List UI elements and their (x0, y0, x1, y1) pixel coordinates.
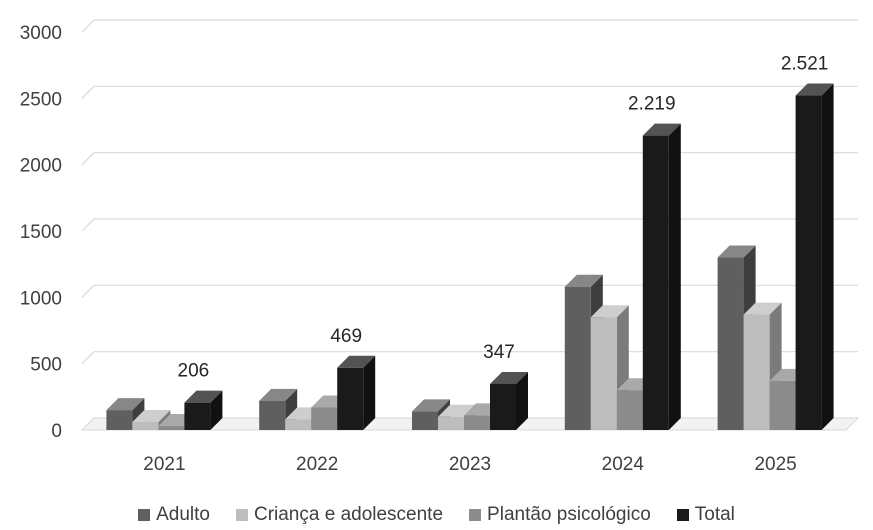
legend-item-adulto: Adulto (138, 504, 210, 526)
bar-top (590, 305, 629, 318)
legend-label-plantao: Plantão psicológico (487, 504, 651, 525)
data-label-total: 2.219 (628, 94, 676, 115)
chart-legend: Adulto Criança e adolescente Plantão psi… (0, 504, 873, 526)
y-tick-label: 2500 (20, 89, 62, 110)
bar-side (668, 123, 681, 430)
bar-plant-o-psicol-gico-2024 (616, 390, 643, 430)
bar-crian-a-e-adolescente-2023 (438, 416, 464, 430)
bar-total-2021 (184, 402, 211, 430)
bar-side (363, 355, 376, 430)
bar-top (412, 399, 450, 412)
y-tick-label: 0 (51, 421, 62, 442)
x-tick-label: 2024 (602, 454, 645, 475)
bar-chart: 0 500 1000 1500 2000 2500 3000 2021 2022 2023 2024… (20, 19, 860, 475)
legend-swatch-crianca (235, 509, 248, 521)
bar-adulto-2025 (717, 257, 744, 430)
data-label-total: 206 (178, 361, 210, 382)
bar-top (132, 410, 171, 423)
bar-top (642, 123, 681, 136)
gridline-side (81, 85, 95, 99)
bar-top (337, 355, 376, 368)
legend-label-adulto: Adulto (156, 504, 210, 525)
bar-top (795, 83, 834, 96)
x-tick-label: 2025 (754, 454, 796, 475)
bar-total-2022 (337, 367, 364, 430)
bar-top (564, 274, 603, 287)
data-label-total: 2.521 (781, 54, 829, 75)
y-tick-label: 2000 (20, 156, 62, 177)
legend-swatch-plantao (469, 509, 482, 521)
bar-side (210, 390, 223, 430)
bar-plant-o-psicol-gico-2023 (464, 415, 490, 430)
bar-side (821, 83, 834, 430)
gridline-side (81, 19, 95, 33)
bar-total-2023 (490, 383, 516, 430)
bar-adulto-2024 (564, 286, 591, 430)
bar-crian-a-e-adolescente-2025 (743, 314, 770, 430)
gridline-side (81, 284, 95, 298)
bar-crian-a-e-adolescente-2024 (590, 317, 617, 430)
y-tick-label: 500 (30, 355, 62, 376)
bar-plant-o-psicol-gico-2022 (311, 407, 338, 430)
legend-swatch-total (676, 509, 689, 521)
data-label-total: 469 (330, 326, 362, 347)
gridline-side (81, 218, 95, 232)
bar-plant-o-psicol-gico-2021 (158, 426, 185, 430)
legend-label-crianca: Criança e adolescente (253, 504, 444, 525)
x-tick-label: 2021 (143, 454, 185, 475)
bar-adulto-2022 (259, 400, 286, 430)
legend-item-crianca: Criança e adolescente (235, 504, 444, 526)
bar-crian-a-e-adolescente-2022 (285, 419, 312, 430)
bar-adulto-2023 (412, 411, 438, 430)
bar-side (516, 371, 528, 430)
legend-label-total: Total (694, 504, 735, 525)
bar-crian-a-e-adolescente-2021 (132, 422, 159, 430)
bar-top (259, 388, 298, 401)
legend-swatch-adulto (138, 509, 151, 521)
legend-item-total: Total (676, 504, 735, 526)
bar-total-2025 (795, 95, 822, 430)
bar-plant-o-psicol-gico-2025 (769, 380, 796, 430)
x-tick-label: 2022 (296, 454, 338, 475)
y-tick-label: 3000 (20, 23, 62, 44)
legend-item-plantao: Plantão psicológico (469, 504, 651, 526)
bar-top (717, 245, 756, 258)
gridline-side (81, 351, 95, 365)
bar-top (184, 390, 223, 403)
y-tick-label: 1500 (20, 222, 62, 243)
data-label-total: 347 (483, 342, 515, 363)
bar-top (743, 302, 782, 315)
bar-top (490, 371, 528, 384)
y-tick-label: 1000 (20, 288, 62, 309)
x-tick-label: 2023 (449, 454, 491, 475)
bar-adulto-2021 (106, 410, 133, 430)
bar-top (106, 398, 145, 411)
bar-total-2024 (642, 135, 669, 430)
gridline-side (81, 152, 95, 166)
